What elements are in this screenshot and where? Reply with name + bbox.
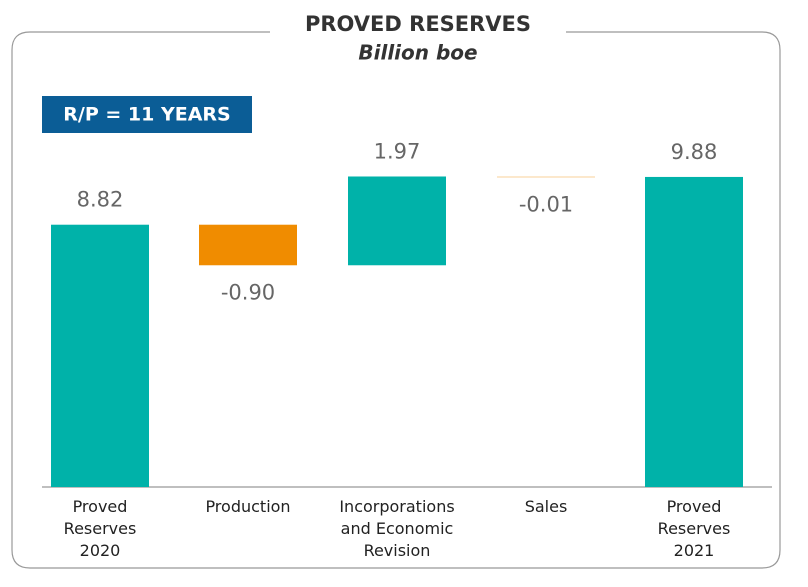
value-label: 1.97 (374, 139, 421, 163)
x-tick-label: Proved Reserves 2021 (657, 497, 731, 560)
value-label: -0.90 (221, 280, 275, 304)
x-tick-label: Sales (524, 497, 568, 516)
bar (497, 176, 595, 178)
x-tick-label: Production (205, 497, 291, 516)
bar (51, 224, 149, 487)
chart-title: PROVED RESERVES (305, 12, 531, 36)
x-tick-label: Incorporations and Economic Revision (339, 497, 455, 560)
bar (199, 224, 297, 266)
chart-subtitle: Billion boe (358, 41, 477, 65)
frame (11, 31, 781, 569)
annotation-badge (42, 96, 252, 133)
value-label: -0.01 (519, 192, 573, 216)
x-tick-label: Proved Reserves 2020 (63, 497, 137, 560)
value-label: 8.82 (77, 188, 124, 212)
annotation: R/P = 11 YEARS (63, 104, 230, 126)
value-label: 9.88 (671, 140, 718, 164)
bar (645, 176, 743, 487)
bar (348, 176, 446, 266)
